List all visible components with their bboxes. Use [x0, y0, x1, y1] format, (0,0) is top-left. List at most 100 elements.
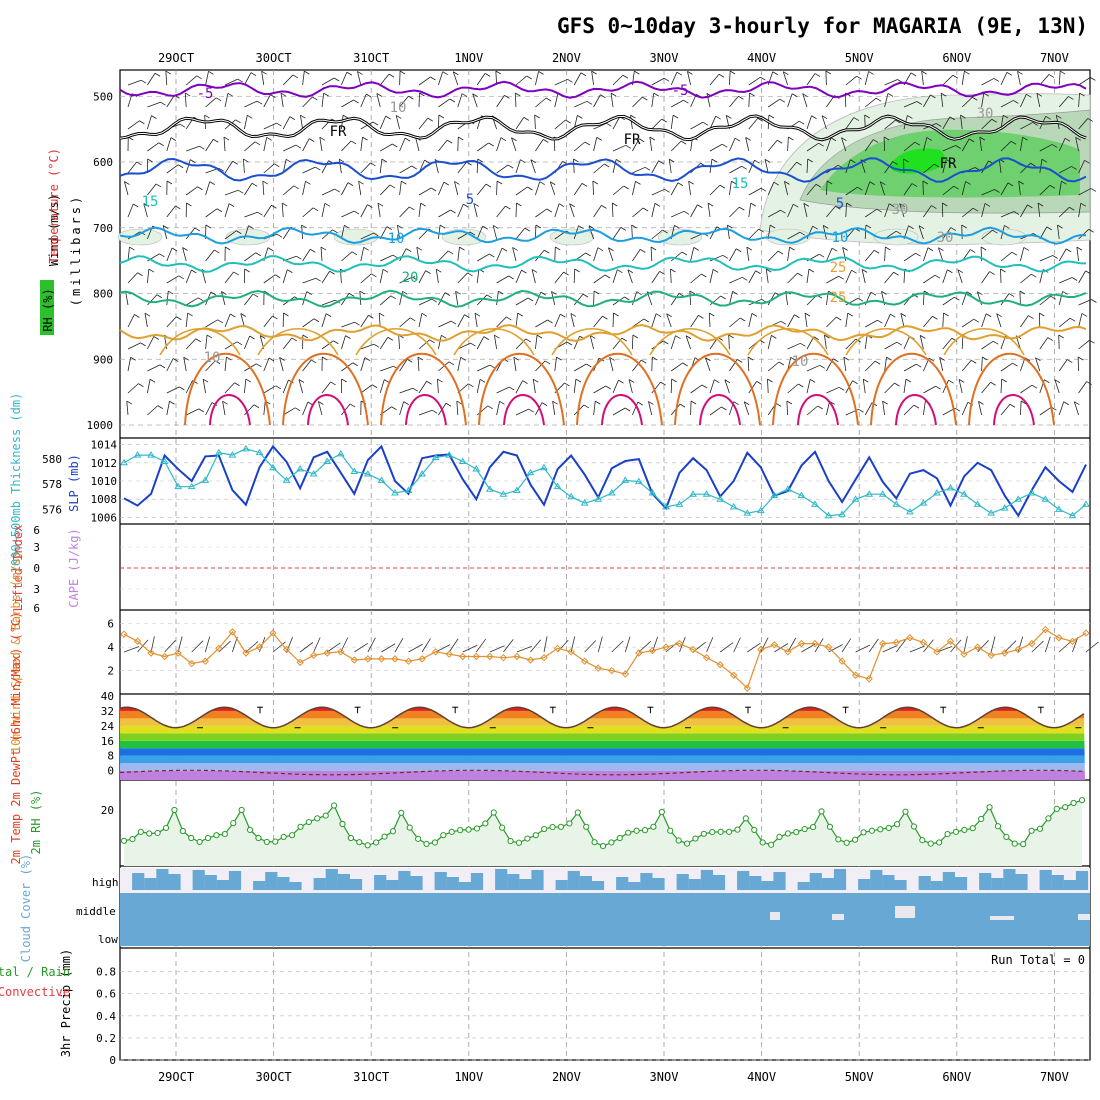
- wind-barb: [826, 180, 828, 196]
- wind-barb-flag: [683, 210, 690, 215]
- wind-barb: [787, 162, 797, 174]
- wind10m-marker: [147, 649, 155, 657]
- wind-barb: [690, 121, 704, 130]
- cloud-high-bar: [809, 873, 822, 890]
- slp-tick: 1014: [91, 439, 118, 452]
- rh2m-marker: [717, 828, 724, 835]
- rh2m-marker: [919, 837, 926, 844]
- slp-tick: 1008: [91, 493, 118, 506]
- wind-barb-flag: [660, 381, 666, 386]
- wind-barb-flag: [1012, 362, 1018, 367]
- rh2m-marker: [616, 834, 623, 842]
- wind-barb-flag: [182, 247, 188, 251]
- cloud-high-bar: [712, 875, 726, 890]
- wind-barb-flag: [560, 313, 566, 318]
- wind-barb-flag: [918, 225, 925, 230]
- wind-barb-flag: [179, 386, 185, 391]
- wind-barb: [554, 78, 568, 86]
- wind-barb: [767, 361, 780, 372]
- wind-barb: [806, 158, 809, 174]
- wind-barb-flag: [970, 249, 976, 253]
- rh2m-marker: [230, 820, 237, 827]
- rh2m-marker: [297, 823, 304, 830]
- wind10m-barb: [828, 644, 843, 653]
- wind-barb-flag: [272, 315, 278, 320]
- wind-barb: [1058, 181, 1062, 196]
- wind-barb-flag: [653, 92, 659, 97]
- wind-barb-flag: [1046, 226, 1053, 231]
- wind-barb-flag: [248, 225, 254, 229]
- rh2m-marker: [650, 823, 657, 830]
- wind10m-marker: [486, 652, 494, 661]
- cloud-high-bar: [458, 882, 471, 890]
- wind10m-barb: [367, 637, 376, 653]
- wind-barb-flag: [183, 356, 189, 361]
- wind-barb-flag: [809, 379, 816, 383]
- wind-barb-flag: [344, 224, 350, 229]
- rh2m-marker: [1062, 804, 1069, 811]
- wind-barb-flag: [819, 364, 825, 369]
- thickness-marker: [892, 500, 901, 507]
- contour-label: FR: [940, 156, 957, 172]
- rh2m-marker: [381, 833, 388, 840]
- wind-barb: [166, 401, 170, 416]
- wind-barb: [981, 189, 995, 196]
- wind-barb-flag: [460, 356, 466, 361]
- wind-barb: [341, 210, 355, 218]
- wind-barb-flag: [722, 254, 728, 259]
- wind10m-marker: [973, 643, 982, 651]
- wind-barb: [183, 357, 187, 372]
- wind-barb-flag: [195, 338, 201, 343]
- wind-barb: [806, 269, 810, 284]
- wind-barb-flag: [233, 271, 239, 276]
- wind10m-marker: [228, 628, 237, 636]
- wind10m-barb: [123, 646, 140, 653]
- contour-label: -5: [672, 83, 689, 99]
- wind-barb: [884, 382, 895, 394]
- wind-barb: [1035, 357, 1041, 372]
- wind-barb-flag: [444, 292, 451, 296]
- wind-barb: [978, 401, 982, 416]
- wind-barb-flag: [663, 77, 670, 82]
- wind-barb: [787, 272, 798, 284]
- wind-barb-flag: [1027, 204, 1033, 209]
- wind-barb: [280, 93, 284, 108]
- wind-barb-flag: [251, 182, 258, 187]
- wind-barb: [1000, 404, 1011, 416]
- rh2m-marker: [532, 832, 539, 839]
- wind-barb: [729, 317, 741, 328]
- cloud-high-bar: [495, 869, 508, 890]
- wind-barb: [399, 387, 413, 394]
- wind-barb-flag: [276, 122, 282, 127]
- wind-barb: [511, 137, 517, 152]
- wind-barb-flag: [588, 225, 595, 230]
- wind-barb-flag: [1071, 166, 1077, 170]
- wind-barb: [395, 115, 400, 130]
- wind10m-marker: [865, 675, 873, 683]
- precip-panel: 0.80.60.40.20: [96, 966, 1090, 1067]
- wind-barb-flag: [790, 357, 796, 361]
- wind-barb-flag: [887, 93, 894, 97]
- wind-barb: [981, 229, 993, 240]
- wind-barb-flag: [1089, 339, 1095, 344]
- wind-barb: [918, 225, 924, 240]
- cloud-high-bar: [797, 882, 810, 890]
- wind-barb-flag: [935, 385, 941, 390]
- contour-label: 5: [836, 196, 844, 212]
- wind-barb-flag: [565, 119, 571, 124]
- wind-barb-flag: [799, 120, 805, 125]
- cloud-high-bar: [894, 880, 907, 890]
- cloud-high-bar: [579, 876, 592, 890]
- wind-barb: [864, 71, 869, 86]
- wind-barb: [399, 137, 406, 152]
- rh2m-marker: [936, 839, 943, 846]
- wind-barb: [787, 314, 795, 328]
- wind-barb-flag: [392, 143, 398, 148]
- temp-band: [120, 710, 1085, 719]
- wind-barb-flag: [1067, 359, 1073, 363]
- isotherm-line: [119, 157, 1087, 183]
- wind-barb: [651, 203, 656, 218]
- rh2m-marker: [204, 834, 212, 842]
- wind-barb-flag: [498, 290, 504, 295]
- wind10m-barb: [719, 642, 734, 653]
